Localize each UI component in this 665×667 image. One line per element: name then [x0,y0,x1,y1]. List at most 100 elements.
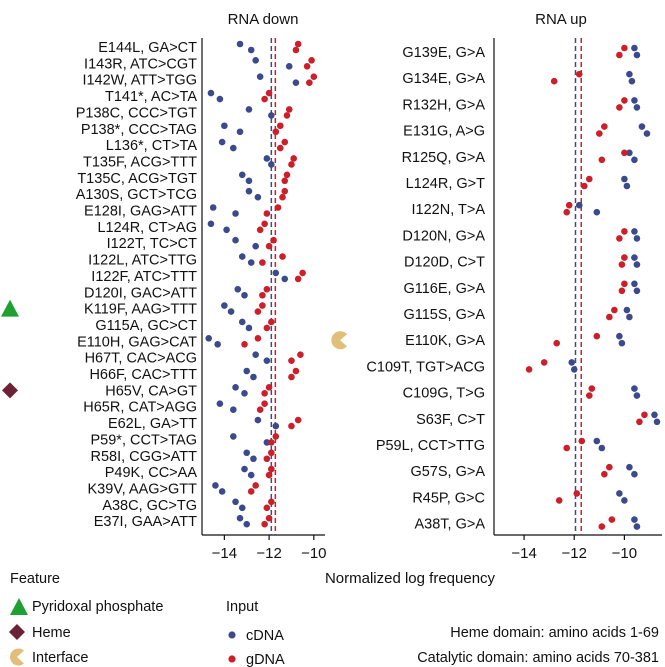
cdna-point [232,236,239,244]
cdna-point [252,242,259,250]
gdna-point [550,77,558,85]
cdna-point [621,497,628,504]
gdna-point [297,351,304,358]
gdna-point [525,366,533,373]
cdna-point [250,373,257,381]
cdna-point [236,40,244,48]
gdna-point [241,341,248,348]
cdna-point [216,95,224,103]
legend-cdna-dot [228,631,236,639]
gdna-point [621,228,628,235]
gdna-point [294,416,302,424]
gdna-point [608,516,616,523]
cdna-point [212,482,219,489]
cdna-point [230,144,237,152]
cdna-point [205,335,213,342]
gdna-point [288,357,295,364]
gdna-point [259,291,266,299]
row-label-p59l-cct-ttg: P59L, CCT>TTG [376,438,485,454]
row-label-l124r-ct-ag: L124R, CT>AG [97,220,197,236]
row-label-h65v-ca-gt: H65V, CA>GT [105,383,197,399]
row-label-g134e-g-a: G134E, G>A [402,71,485,87]
cdna-point [218,138,226,146]
cdna-point [292,79,300,86]
row-label-i122t-tc-ct: I122T, TC>CT [107,236,198,252]
cdna-point [254,193,262,201]
gdna-point [540,359,548,366]
cdna-point [245,324,253,332]
cdna-point [618,339,626,347]
cdna-point [633,287,641,295]
gdna-point [303,63,311,70]
cdna-point [256,73,264,80]
cdna-point [631,280,638,288]
cdna-point [241,465,248,473]
gdna-point [618,287,626,295]
gdna-point [285,106,293,113]
cdna-point [272,422,280,430]
gdna-point [555,497,563,504]
cdna-point [241,291,248,299]
cdna-point [245,106,253,113]
gdna-point [270,236,277,244]
cdna-point [633,104,641,111]
cdna-point [232,384,239,391]
cdna-point [633,523,641,530]
gdna-point [259,259,266,266]
gdna-point [274,204,282,211]
row-label-d120i-gac-att: D120I, GAC>ATT [84,285,197,301]
gdna-point [616,104,623,111]
gdna-point [578,437,586,445]
x-tick-label: −14 [212,545,237,562]
row-label-g115a-gc-ct: G115A, GC>CT [95,318,197,334]
gdna-point [563,444,571,452]
gdna-point [308,57,315,64]
gdna-point [268,318,275,326]
gdna-point [575,70,583,78]
cdna-point [628,77,636,85]
gdna-point [621,44,628,52]
gdna-point [580,182,588,190]
gdna-point [265,384,273,391]
gdna-point [588,385,596,392]
cdna-point [214,341,221,348]
legend-pyridoxal-phosphate-icon [10,598,28,615]
gdna-point [573,490,581,497]
cdna-point [223,226,230,234]
gdna-point [263,210,271,217]
legend-feature-pyridoxal: Pyridoxal phosphate [32,599,163,615]
cdna-point [631,470,638,478]
x-tick-label: −12 [562,545,587,562]
cdna-point [247,259,255,266]
gdna-point [268,465,275,473]
cdna-point [216,400,224,408]
cdna-point [238,171,246,179]
cdna-point [631,516,638,523]
cdna-point [238,504,246,512]
gdna-point [259,302,266,309]
cdna-point [631,228,638,235]
cdna-point [254,416,262,424]
cdna-point [245,187,253,195]
cdna-point [626,149,633,157]
gdna-point [621,254,628,261]
gdna-point [616,51,623,59]
row-label-g115s-g-a: G115S, G>A [403,307,485,323]
cdna-point [631,97,638,104]
cdna-point [285,63,293,70]
cdna-point [227,308,235,315]
row-label-c109t-tgt-acg: C109T, TGT>ACG [366,359,485,375]
legend-feature-title: Feature [10,571,60,587]
cdna-point [631,254,638,261]
row-label-e62l-ga-tt: E62L, GA>TT [108,416,197,432]
legend-feature-interface: Interface [32,650,88,666]
gdna-point [261,95,268,103]
row-label-a38c-gc-tg: A38C, GC>TG [102,498,197,514]
gdna-point [553,339,560,347]
gdna-point [268,498,275,506]
cdna-point [593,208,601,216]
gdna-point [281,177,289,185]
gdna-point [288,161,295,168]
cdna-point [616,490,623,497]
row-label-g139e-g-a: G139E, G>A [402,45,485,61]
